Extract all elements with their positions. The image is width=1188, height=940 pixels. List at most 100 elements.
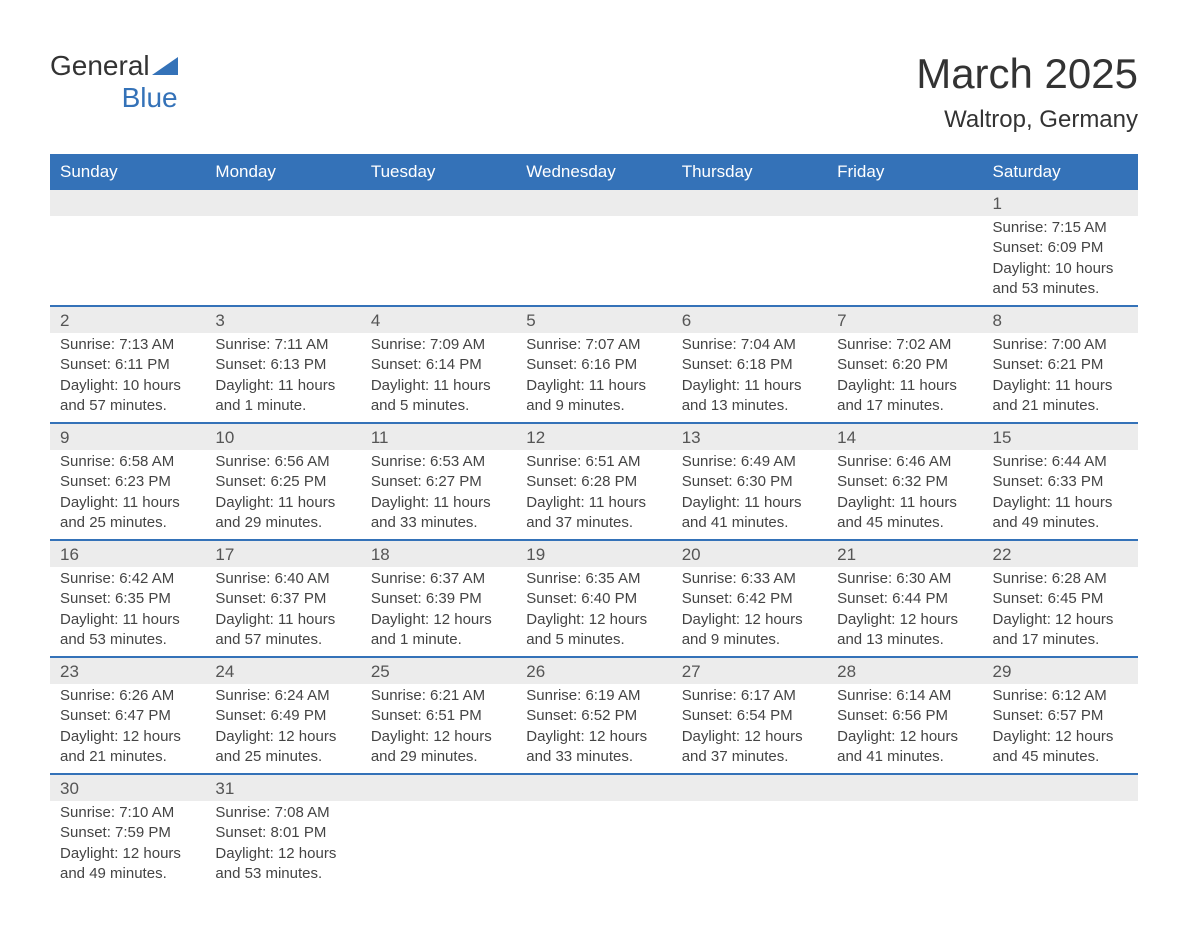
- daylight-line: Daylight: 12 hours and 25 minutes.: [215, 727, 350, 768]
- daylight-line: Daylight: 12 hours and 9 minutes.: [682, 610, 817, 651]
- weekday-header: Thursday: [672, 154, 827, 190]
- daylight-line: Daylight: 12 hours and 45 minutes.: [993, 727, 1128, 768]
- sunrise-line: Sunrise: 6:19 AM: [526, 686, 661, 706]
- weekday-header: Tuesday: [361, 154, 516, 190]
- day-number-cell: [672, 190, 827, 216]
- day-number-cell: [516, 774, 671, 801]
- sunrise-line: Sunrise: 7:10 AM: [60, 803, 195, 823]
- day-number-cell: 6: [672, 306, 827, 333]
- day-number-cell: 24: [205, 657, 360, 684]
- day-content-cell: [983, 801, 1138, 890]
- day-content-cell: [516, 801, 671, 890]
- day-content-cell: Sunrise: 6:24 AMSunset: 6:49 PMDaylight:…: [205, 684, 360, 774]
- day-number-cell: 12: [516, 423, 671, 450]
- day-content-cell: Sunrise: 7:07 AMSunset: 6:16 PMDaylight:…: [516, 333, 671, 423]
- day-number-cell: 31: [205, 774, 360, 801]
- daylight-line: Daylight: 11 hours and 21 minutes.: [993, 376, 1128, 417]
- weekday-header: Friday: [827, 154, 982, 190]
- sunrise-line: Sunrise: 7:00 AM: [993, 335, 1128, 355]
- daylight-line: Daylight: 12 hours and 1 minute.: [371, 610, 506, 651]
- logo: General Blue: [50, 50, 178, 114]
- sunrise-line: Sunrise: 6:26 AM: [60, 686, 195, 706]
- daylight-line: Daylight: 11 hours and 41 minutes.: [682, 493, 817, 534]
- sunrise-line: Sunrise: 6:28 AM: [993, 569, 1128, 589]
- day-content-cell: Sunrise: 6:19 AMSunset: 6:52 PMDaylight:…: [516, 684, 671, 774]
- day-number-cell: 10: [205, 423, 360, 450]
- sunrise-line: Sunrise: 7:13 AM: [60, 335, 195, 355]
- daylight-line: Daylight: 12 hours and 29 minutes.: [371, 727, 506, 768]
- sunrise-line: Sunrise: 6:53 AM: [371, 452, 506, 472]
- logo-text-wrap: General Blue: [50, 50, 178, 114]
- daylight-line: Daylight: 11 hours and 53 minutes.: [60, 610, 195, 651]
- day-number-cell: 8: [983, 306, 1138, 333]
- sunset-line: Sunset: 6:25 PM: [215, 472, 350, 492]
- sunrise-line: Sunrise: 7:08 AM: [215, 803, 350, 823]
- day-content-cell: Sunrise: 6:35 AMSunset: 6:40 PMDaylight:…: [516, 567, 671, 657]
- day-content-cell: Sunrise: 7:00 AMSunset: 6:21 PMDaylight:…: [983, 333, 1138, 423]
- sunset-line: Sunset: 6:45 PM: [993, 589, 1128, 609]
- sunset-line: Sunset: 6:49 PM: [215, 706, 350, 726]
- day-content-cell: Sunrise: 7:02 AMSunset: 6:20 PMDaylight:…: [827, 333, 982, 423]
- daylight-line: Daylight: 12 hours and 53 minutes.: [215, 844, 350, 885]
- day-number-cell: 9: [50, 423, 205, 450]
- sunset-line: Sunset: 6:28 PM: [526, 472, 661, 492]
- sunrise-line: Sunrise: 7:07 AM: [526, 335, 661, 355]
- day-number-cell: 17: [205, 540, 360, 567]
- day-number-cell: [361, 190, 516, 216]
- daylight-line: Daylight: 11 hours and 5 minutes.: [371, 376, 506, 417]
- daylight-line: Daylight: 12 hours and 5 minutes.: [526, 610, 661, 651]
- day-number-cell: 30: [50, 774, 205, 801]
- sunrise-line: Sunrise: 7:11 AM: [215, 335, 350, 355]
- sunset-line: Sunset: 6:32 PM: [837, 472, 972, 492]
- sunset-line: Sunset: 6:39 PM: [371, 589, 506, 609]
- sunset-line: Sunset: 6:35 PM: [60, 589, 195, 609]
- day-number-cell: 15: [983, 423, 1138, 450]
- sunrise-line: Sunrise: 6:35 AM: [526, 569, 661, 589]
- daylight-line: Daylight: 11 hours and 45 minutes.: [837, 493, 972, 534]
- sunrise-line: Sunrise: 6:21 AM: [371, 686, 506, 706]
- sunrise-line: Sunrise: 7:15 AM: [993, 218, 1128, 238]
- sunset-line: Sunset: 6:51 PM: [371, 706, 506, 726]
- day-content-cell: Sunrise: 7:13 AMSunset: 6:11 PMDaylight:…: [50, 333, 205, 423]
- sunrise-line: Sunrise: 7:02 AM: [837, 335, 972, 355]
- day-content-cell: [516, 216, 671, 306]
- day-content-cell: Sunrise: 7:04 AMSunset: 6:18 PMDaylight:…: [672, 333, 827, 423]
- title-area: March 2025 Waltrop, Germany: [916, 50, 1138, 134]
- day-number-cell: 25: [361, 657, 516, 684]
- sunrise-line: Sunrise: 6:46 AM: [837, 452, 972, 472]
- day-number-cell: 5: [516, 306, 671, 333]
- day-content-cell: Sunrise: 7:09 AMSunset: 6:14 PMDaylight:…: [361, 333, 516, 423]
- day-number-cell: 29: [983, 657, 1138, 684]
- sunrise-line: Sunrise: 6:17 AM: [682, 686, 817, 706]
- day-content-cell: Sunrise: 6:53 AMSunset: 6:27 PMDaylight:…: [361, 450, 516, 540]
- day-number-cell: [983, 774, 1138, 801]
- daylight-line: Daylight: 11 hours and 57 minutes.: [215, 610, 350, 651]
- sunrise-line: Sunrise: 6:37 AM: [371, 569, 506, 589]
- daylight-line: Daylight: 12 hours and 37 minutes.: [682, 727, 817, 768]
- day-number-cell: 26: [516, 657, 671, 684]
- day-number-cell: 4: [361, 306, 516, 333]
- day-number-cell: 14: [827, 423, 982, 450]
- day-content-cell: Sunrise: 7:08 AMSunset: 8:01 PMDaylight:…: [205, 801, 360, 890]
- sunset-line: Sunset: 6:52 PM: [526, 706, 661, 726]
- sunrise-line: Sunrise: 6:56 AM: [215, 452, 350, 472]
- day-number-cell: [50, 190, 205, 216]
- day-number-cell: [516, 190, 671, 216]
- location-label: Waltrop, Germany: [916, 106, 1138, 134]
- sunset-line: Sunset: 6:20 PM: [837, 355, 972, 375]
- day-content-cell: Sunrise: 6:49 AMSunset: 6:30 PMDaylight:…: [672, 450, 827, 540]
- day-content-cell: Sunrise: 6:40 AMSunset: 6:37 PMDaylight:…: [205, 567, 360, 657]
- sunset-line: Sunset: 6:13 PM: [215, 355, 350, 375]
- sunset-line: Sunset: 6:30 PM: [682, 472, 817, 492]
- calendar-body: 1 Sunrise: 7:15 AMSunset: 6:09 PMDayligh…: [50, 190, 1138, 890]
- weekday-header: Wednesday: [516, 154, 671, 190]
- day-number-cell: 20: [672, 540, 827, 567]
- sunrise-line: Sunrise: 6:51 AM: [526, 452, 661, 472]
- sunset-line: Sunset: 6:23 PM: [60, 472, 195, 492]
- sunset-line: Sunset: 6:47 PM: [60, 706, 195, 726]
- day-content-cell: Sunrise: 6:37 AMSunset: 6:39 PMDaylight:…: [361, 567, 516, 657]
- day-number-cell: 13: [672, 423, 827, 450]
- sunrise-line: Sunrise: 6:42 AM: [60, 569, 195, 589]
- day-content-cell: Sunrise: 6:42 AMSunset: 6:35 PMDaylight:…: [50, 567, 205, 657]
- daylight-line: Daylight: 11 hours and 1 minute.: [215, 376, 350, 417]
